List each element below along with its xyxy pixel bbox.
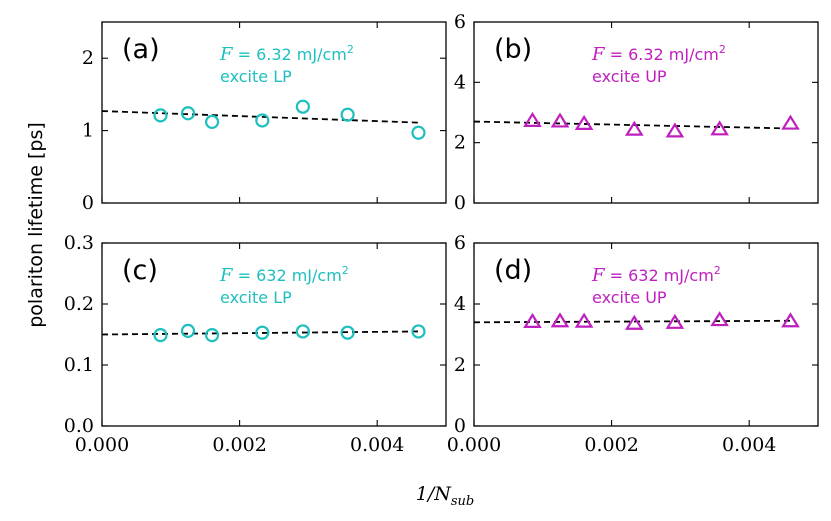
panel-c-ytick-label: 0.0	[64, 415, 94, 437]
panel-d-fluence-symbol: F	[591, 265, 606, 286]
panel-b-data-point	[523, 111, 542, 127]
panel-c-fluence-symbol: F	[219, 265, 234, 286]
panel-d-fluence-value: = 632 mJ/cm	[605, 266, 714, 285]
panel-d-data-point	[624, 314, 644, 330]
panel-c-data-point	[180, 323, 196, 338]
panel-b-ytick-label: 2	[454, 132, 466, 154]
panel-a-data-point	[153, 108, 168, 123]
panel-c-xtick-label: 0.002	[212, 434, 266, 456]
panel-c: 0.000 0.002 0.004 0.0 0.1 0.2 0.3 (c) F = 632 mJ…	[64, 232, 447, 456]
panel-c-fluence-annotation: F = 632 mJ/cm2	[219, 264, 349, 286]
panel-a-excitation-annotation: excite LP	[220, 67, 292, 86]
panel-a-fluence-annotation: F = 6.32 mJ/cm2	[219, 43, 354, 65]
panel-d-frame	[473, 242, 819, 427]
panel-c-data-point	[411, 324, 426, 339]
panel-a-fit-line	[101, 110, 419, 124]
panel-c-data-point	[153, 328, 168, 343]
panel-d-fluence-annotation: F = 632 mJ/cm2	[591, 264, 721, 286]
panel-b-ytick-label: 0	[454, 192, 466, 214]
x-axis-label-main: 1/N	[416, 483, 452, 505]
panel-d-ytick-label: 6	[454, 232, 466, 254]
panel-c-fluence-value: = 632 mJ/cm	[233, 266, 342, 285]
panel-b-data-point	[624, 120, 644, 136]
panel-b-data-point	[710, 120, 729, 136]
panel-b-excitation-annotation: excite UP	[592, 67, 667, 86]
panel-d-excitation-annotation: excite UP	[592, 288, 667, 307]
panel-d-ytick-label: 2	[454, 354, 466, 376]
panel-a-data-point	[180, 106, 196, 121]
panel-b-fluence-symbol: F	[591, 44, 606, 65]
panel-d-data-point	[550, 312, 570, 328]
panel-b-fluence-exponent: 2	[719, 43, 726, 56]
panel-b-data-point	[781, 114, 800, 130]
panel-c-fluence-exponent: 2	[342, 264, 349, 277]
panel-b-data-point	[550, 112, 570, 128]
panel-c-ytick-label: 0.1	[64, 354, 94, 376]
panel-a-data-point	[295, 99, 310, 114]
panel-a-fluence-symbol: F	[219, 44, 234, 65]
panel-b-label: (b)	[494, 34, 532, 65]
panel-a-data-point	[255, 113, 270, 128]
panel-a-frame	[101, 21, 447, 204]
panel-c-xtick-label: 0.000	[75, 434, 129, 456]
panel-b-fluence-annotation: F = 6.32 mJ/cm2	[591, 43, 726, 65]
panel-d-fit-line	[473, 319, 791, 324]
panel-c-data-point	[340, 325, 355, 340]
panel-b-data-point	[574, 114, 594, 130]
panel-d-data-point	[781, 312, 800, 328]
panel-a-data-point	[411, 125, 426, 140]
panel-c-excitation-annotation: excite LP	[220, 288, 292, 307]
panel-b-data-point	[665, 122, 685, 138]
panel-c-ytick-label: 0.3	[64, 232, 94, 254]
panel-b-frame	[473, 21, 819, 204]
panel-d-xtick-label: 0.002	[584, 434, 638, 456]
panel-a-fluence-exponent: 2	[347, 43, 354, 56]
x-axis-label: 1/Nsub	[416, 483, 475, 509]
panel-c-data-point	[204, 328, 220, 343]
panel-a-fluence-value: = 6.32 mJ/cm	[233, 45, 347, 64]
panel-a-ytick-label: 2	[82, 47, 94, 69]
panel-d-xtick-label: 0.004	[722, 434, 776, 456]
panel-b-ytick-label: 6	[454, 11, 466, 33]
panel-c-data-point	[295, 324, 310, 339]
panel-a-data-point	[204, 114, 220, 130]
panel-c-xtick-label: 0.004	[350, 434, 404, 456]
panel-b-ytick-label: 4	[454, 71, 466, 93]
panel-d-data-point	[710, 311, 729, 327]
panel-d-fluence-exponent: 2	[714, 264, 721, 277]
panel-d-data-point	[574, 312, 594, 328]
panel-a-ytick-label: 1	[82, 120, 94, 142]
panel-d-data-point	[523, 312, 542, 328]
panel-c-data-point	[255, 325, 270, 340]
panel-c-label: (c)	[122, 255, 158, 286]
panel-c-ytick-label: 0.2	[64, 293, 94, 315]
panel-a-label: (a)	[122, 34, 160, 65]
panel-b-fluence-value: = 6.32 mJ/cm	[605, 45, 719, 64]
panel-d-label: (d)	[494, 255, 532, 286]
panel-d-data-point	[665, 313, 685, 329]
panel-a-data-point	[340, 107, 355, 122]
panel-c-fit-line	[101, 330, 419, 336]
panel-d-ytick-label: 4	[454, 293, 466, 315]
x-axis-label-sub: sub	[451, 494, 474, 509]
panel-a-ytick-label: 0	[82, 192, 94, 214]
panel-d-xtick-label: 0.000	[447, 434, 501, 456]
panel-d-ytick-label: 0	[454, 415, 466, 437]
y-axis-label: polariton lifetime [ps]	[25, 122, 47, 328]
